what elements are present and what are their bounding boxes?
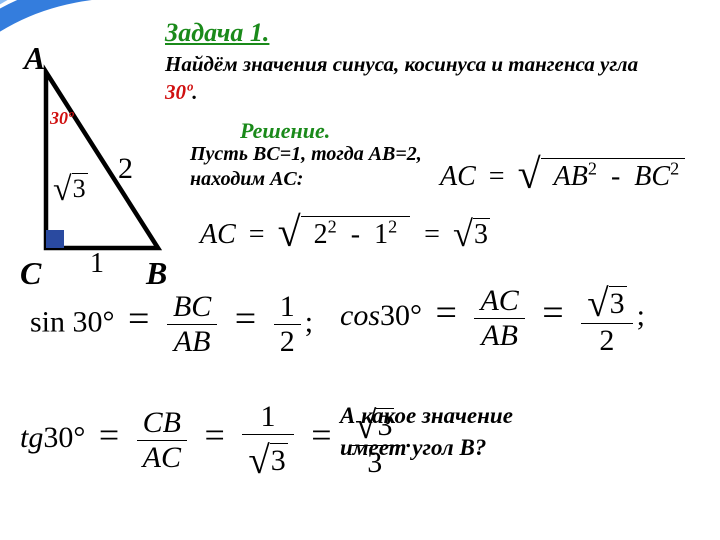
angle-30-label: 30º	[50, 108, 73, 129]
triangle-diagram: A C B 2 1 √3 30º	[18, 40, 193, 280]
side-ab-label: 2	[118, 152, 133, 186]
formula-ac-def: AC = √ AB2 - BC2	[440, 148, 685, 196]
solution-label: Решение.	[240, 118, 330, 144]
vertex-a: A	[24, 40, 45, 77]
task-desc-post: .	[192, 80, 197, 104]
question-text: А какое значение имеет угол B?	[340, 400, 680, 464]
vertex-c: C	[20, 255, 41, 292]
side-ac-label: √3	[53, 168, 88, 206]
formula-sin30: sin 30° = BC AB = 1 2 ;	[30, 290, 313, 359]
formula-cos30: cos30° = AC AB = √3 2 ;	[340, 278, 645, 358]
let-text: Пусть BC=1, тогда AB=2, находим AC:	[190, 142, 440, 192]
formula-ac-calc: AC = √ 22 - 12 = √3	[200, 206, 490, 254]
task-description: Найдём значения синуса, косинуса и танге…	[165, 50, 665, 107]
vertex-b: B	[146, 255, 167, 292]
side-bc-label: 1	[90, 248, 104, 280]
task-desc-pre: Найдём значения синуса, косинуса и танге…	[165, 52, 638, 76]
